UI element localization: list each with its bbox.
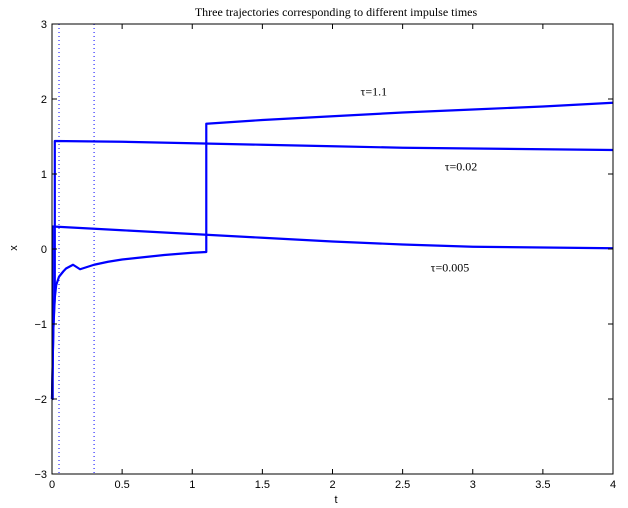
- axes-box: [51, 23, 614, 475]
- x-tick-label: 0.5: [114, 479, 129, 491]
- x-tick-label: 3: [470, 479, 476, 491]
- y-tick-label: −3: [34, 469, 47, 481]
- chart-title: Three trajectories corresponding to diff…: [195, 5, 478, 19]
- x-tick-label: 1.5: [255, 479, 270, 491]
- y-tick-label: −1: [34, 319, 47, 331]
- y-tick-label: 1: [41, 169, 47, 181]
- x-axis: 0 0.5 1 1.5 2 2.5 3 3.5 4: [49, 24, 616, 491]
- y-axis: −3 −2 −1 0 1 2 3: [34, 19, 613, 481]
- x-tick-label: 0: [49, 479, 55, 491]
- trajectory-label-1: τ=1.1: [361, 84, 388, 98]
- trajectory-label-2: τ=0.02: [445, 159, 478, 173]
- y-tick-label: 3: [41, 19, 47, 31]
- trajectory-label-3: τ=0.005: [431, 261, 470, 275]
- x-tick-label: 2.5: [395, 479, 410, 491]
- plot-area: [50, 24, 614, 474]
- x-tick-label: 4: [610, 479, 616, 491]
- trajectory-2: [50, 139, 614, 400]
- annotations: τ=1.1 τ=0.02 τ=0.005: [361, 84, 478, 274]
- x-tick-label: 1: [189, 479, 195, 491]
- x-tick-label: 3.5: [535, 479, 550, 491]
- y-axis-label: x: [8, 245, 20, 251]
- x-tick-label: 2: [329, 479, 335, 491]
- trajectory-1: [51, 225, 614, 401]
- x-axis-label: t: [334, 494, 337, 506]
- y-tick-label: −2: [34, 394, 47, 406]
- y-tick-label: 0: [41, 244, 47, 256]
- trajectory-3: [50, 101, 614, 400]
- y-tick-label: 2: [41, 94, 47, 106]
